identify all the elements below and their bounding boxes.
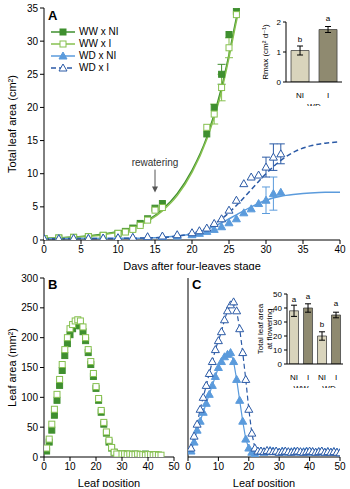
svg-text:a: a — [326, 14, 331, 23]
svg-text:WD: WD — [322, 384, 336, 388]
svg-text:20: 20 — [273, 332, 282, 341]
svg-text:25: 25 — [223, 244, 235, 255]
svg-text:Leaf area (mm²): Leaf area (mm²) — [8, 328, 18, 407]
svg-text:NI: NI — [318, 373, 326, 382]
svg-text:10: 10 — [27, 168, 39, 179]
html-text:B: B — [48, 277, 58, 292]
svg-text:I: I — [335, 373, 337, 382]
svg-text:NI: NI — [290, 373, 298, 382]
svg-text:b: b — [320, 320, 325, 329]
svg-text:I: I — [307, 373, 309, 382]
svg-text:50: 50 — [334, 461, 342, 472]
svg-text:300: 300 — [21, 273, 38, 284]
svg-text:a: a — [306, 292, 311, 301]
svg-text:Total leaf area (cm²): Total leaf area (cm²) — [8, 75, 18, 173]
svg-text:Total leaf areaat flowering: Total leaf areaat flowering — [256, 303, 274, 354]
svg-text:0: 0 — [41, 461, 47, 472]
svg-text:rewatering: rewatering — [132, 157, 179, 168]
svg-text:30: 30 — [260, 244, 272, 255]
svg-text:200: 200 — [21, 332, 38, 343]
svg-text:b: b — [298, 35, 303, 44]
svg-text:0: 0 — [277, 78, 282, 87]
svg-text:50: 50 — [273, 290, 282, 299]
svg-text:Days after four-leaves stage: Days after four-leaves stage — [123, 260, 261, 270]
svg-text:WW: WW — [293, 384, 309, 388]
svg-text:10: 10 — [64, 461, 76, 472]
svg-text:30: 30 — [116, 461, 128, 472]
svg-text:15: 15 — [27, 135, 39, 146]
svg-text:20: 20 — [243, 461, 255, 472]
svg-text:Leaf position: Leaf position — [233, 477, 295, 487]
svg-text:15: 15 — [149, 244, 161, 255]
html-text:WD x I: WD x I — [79, 62, 109, 73]
html-text:WW x NI: WW x NI — [79, 26, 119, 37]
svg-text:20: 20 — [27, 102, 39, 113]
svg-text:40: 40 — [142, 461, 154, 472]
svg-text:0: 0 — [278, 360, 283, 369]
svg-text:20: 20 — [186, 244, 198, 255]
svg-text:5: 5 — [78, 244, 84, 255]
svg-text:0: 0 — [41, 244, 47, 255]
svg-text:35: 35 — [27, 3, 39, 14]
svg-text:100: 100 — [21, 392, 38, 403]
svg-text:a: a — [334, 299, 339, 308]
svg-text:50: 50 — [27, 422, 39, 433]
svg-text:WD: WD — [307, 102, 321, 106]
svg-text:0: 0 — [185, 461, 191, 472]
svg-text:40: 40 — [334, 244, 342, 255]
svg-text:2: 2 — [277, 18, 282, 27]
svg-text:0: 0 — [32, 452, 38, 463]
svg-text:Rmax (cm² d⁻¹): Rmax (cm² d⁻¹) — [261, 24, 270, 80]
html-text:C: C — [192, 277, 202, 292]
svg-text:250: 250 — [21, 302, 38, 313]
svg-text:10: 10 — [112, 244, 124, 255]
svg-text:0: 0 — [32, 235, 38, 246]
svg-text:Leaf position: Leaf position — [78, 477, 140, 487]
svg-text:a: a — [292, 295, 297, 304]
svg-text:30: 30 — [27, 36, 39, 47]
svg-text:25: 25 — [27, 69, 39, 80]
svg-text:20: 20 — [90, 461, 102, 472]
svg-text:I: I — [327, 91, 329, 100]
svg-text:NI: NI — [296, 91, 304, 100]
svg-text:30: 30 — [273, 318, 282, 327]
svg-text:50: 50 — [168, 461, 180, 472]
svg-text:35: 35 — [297, 244, 309, 255]
svg-text:40: 40 — [304, 461, 316, 472]
svg-text:30: 30 — [274, 461, 286, 472]
svg-text:10: 10 — [273, 346, 282, 355]
html-text:A: A — [48, 8, 58, 23]
html-text:WW x I: WW x I — [79, 38, 112, 49]
svg-text:10: 10 — [213, 461, 225, 472]
svg-text:5: 5 — [32, 201, 38, 212]
html-text:WD x NI: WD x NI — [79, 50, 117, 61]
svg-text:150: 150 — [21, 362, 38, 373]
svg-text:40: 40 — [273, 304, 282, 313]
svg-text:1: 1 — [277, 48, 282, 57]
